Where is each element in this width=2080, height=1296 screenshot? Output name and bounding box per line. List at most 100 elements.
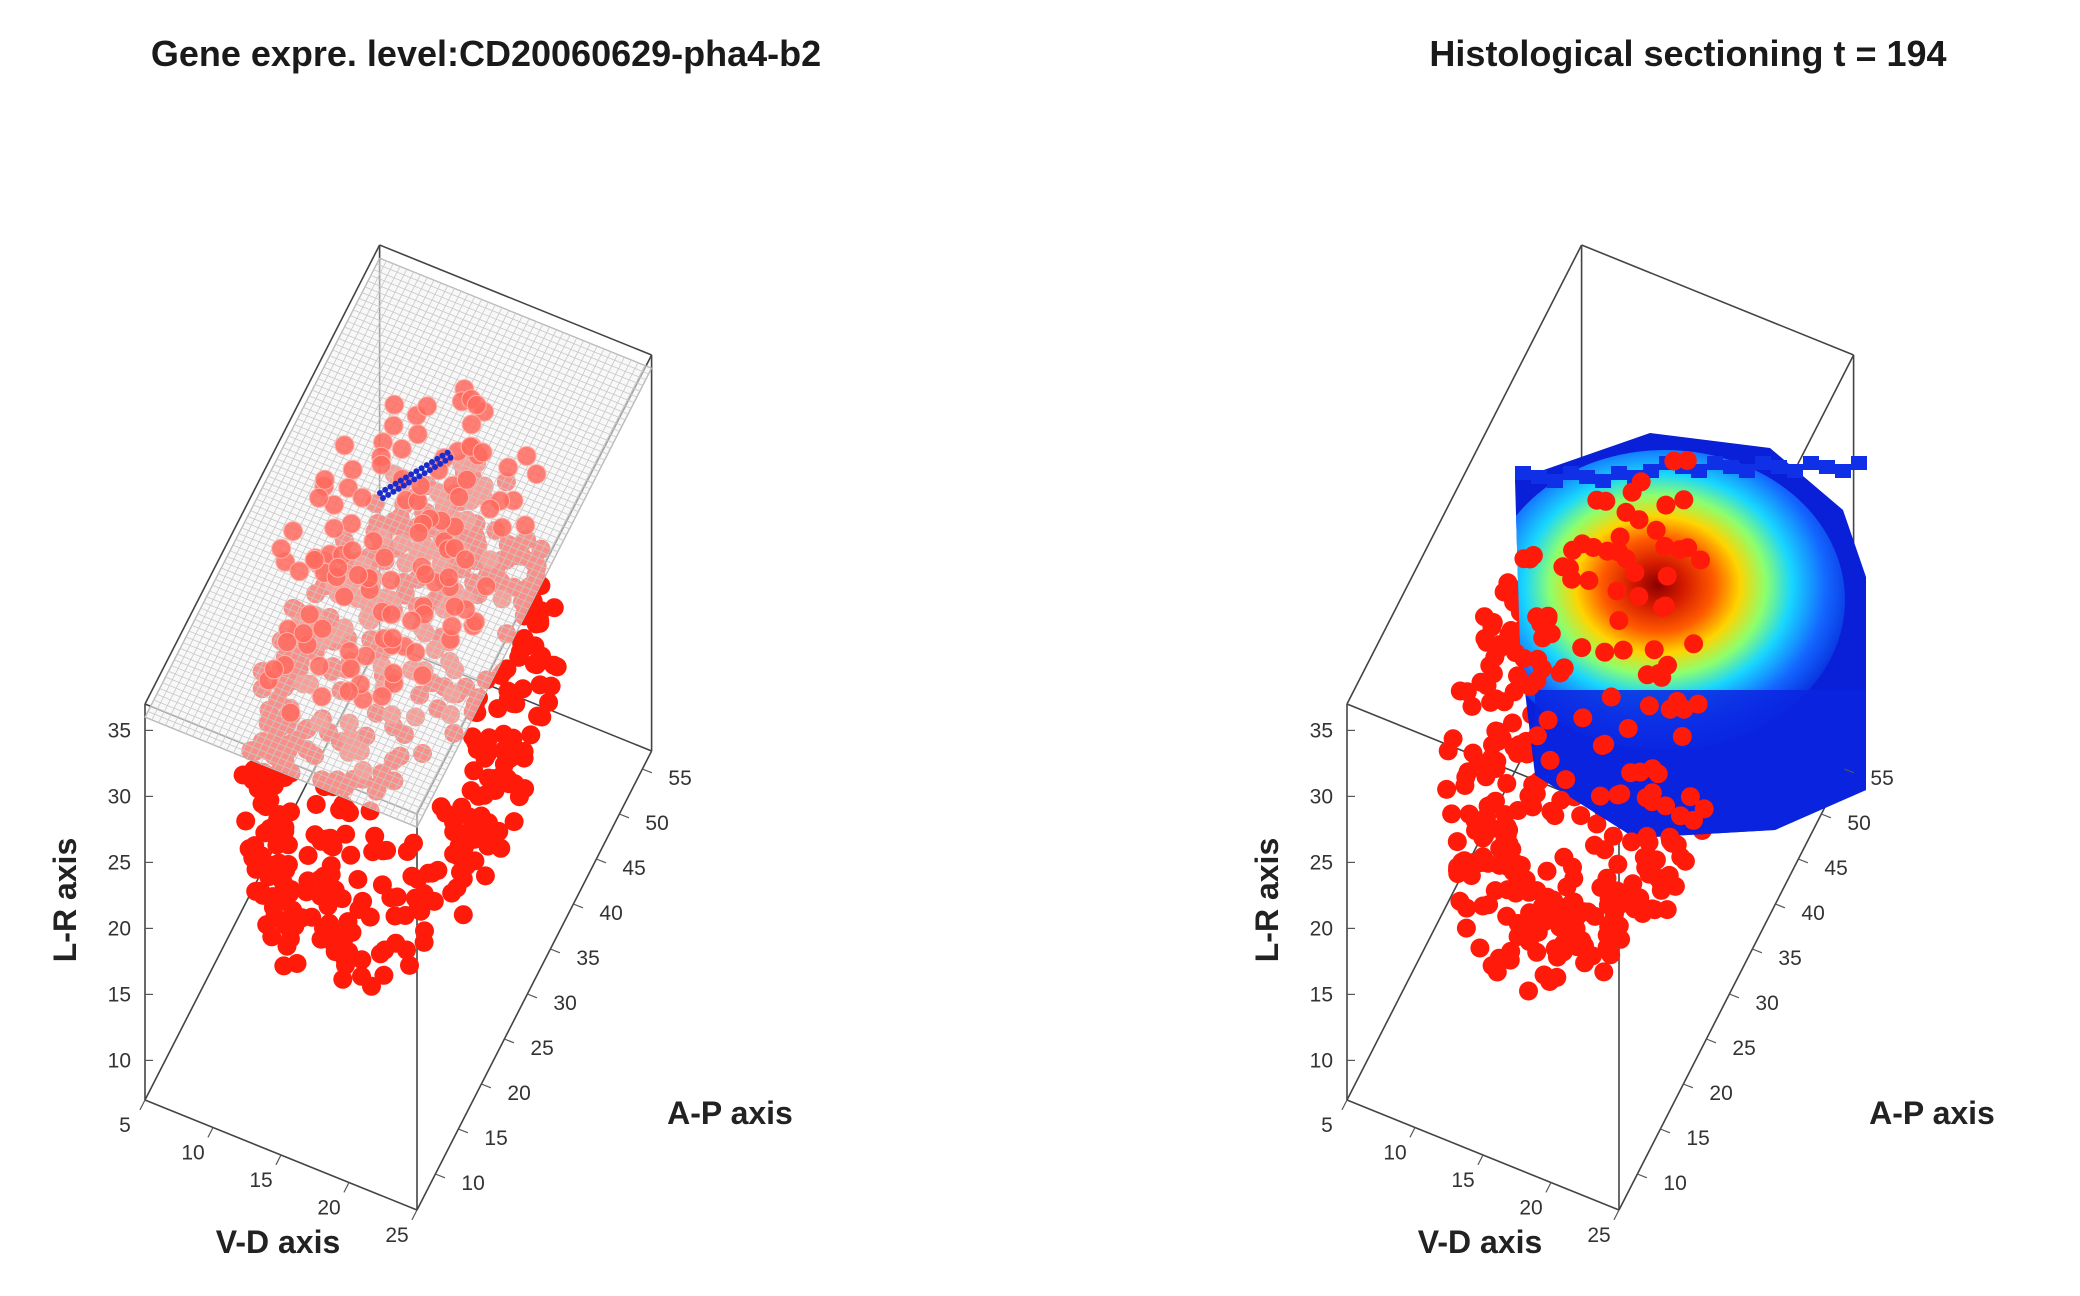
cell-point	[341, 845, 361, 865]
y-tick-label: 20	[507, 1082, 530, 1105]
y-tick-label: 50	[1847, 812, 1870, 835]
cell-point	[283, 521, 304, 542]
cell-point	[1556, 770, 1576, 790]
highlight-cell	[423, 462, 430, 469]
plane-gridline	[221, 567, 494, 679]
section-plane	[144, 257, 653, 828]
cell-point	[1516, 870, 1536, 890]
cell-point	[1658, 655, 1677, 675]
plane-gridline	[358, 297, 632, 409]
cell-point	[1505, 643, 1525, 663]
x-tick-mark	[1477, 1154, 1484, 1166]
cell-point	[515, 515, 536, 536]
highlight-cell	[390, 488, 397, 495]
cell-point	[1587, 490, 1607, 510]
box-edge	[1581, 244, 1854, 356]
y-tick-mark	[1844, 768, 1855, 774]
cell-point	[1656, 495, 1676, 515]
cell-point	[324, 518, 345, 539]
plane-gridline	[162, 682, 435, 794]
plane-gridline	[159, 688, 432, 799]
y-tick-label: 20	[1709, 1082, 1732, 1105]
cell-point	[340, 658, 361, 679]
cell-point	[338, 912, 358, 932]
cell-point	[1528, 649, 1548, 669]
cell-point	[386, 933, 406, 953]
cell-point	[1664, 451, 1684, 471]
cell-point	[461, 781, 481, 801]
cell-point	[277, 632, 298, 653]
cell-point	[264, 659, 284, 680]
y-tick-mark	[1821, 813, 1832, 819]
cell-point	[353, 891, 373, 911]
plane-gridline	[168, 670, 441, 782]
cell-point	[1630, 888, 1650, 908]
cell-point	[1483, 613, 1503, 632]
cell-point	[308, 487, 329, 508]
y-tick-label: 40	[599, 902, 622, 925]
cell-point	[1684, 634, 1704, 654]
cell-point	[312, 618, 333, 639]
cell-point	[1607, 581, 1627, 601]
cell-point	[1447, 832, 1467, 852]
cell-point	[252, 846, 272, 866]
plane-gridline	[370, 275, 643, 386]
highlight-cell	[418, 465, 425, 472]
cell-point	[1456, 767, 1476, 787]
cell-point	[278, 855, 298, 874]
cell-point	[1497, 906, 1517, 926]
x-tick-mark	[1341, 1099, 1348, 1111]
cell-point	[1590, 786, 1610, 806]
cell-point	[1545, 904, 1565, 924]
cell-point	[355, 646, 376, 666]
cell-point	[424, 891, 444, 911]
z-tick-label: 30	[1310, 785, 1333, 808]
cell-point	[1583, 538, 1603, 557]
cell-point	[1625, 563, 1645, 583]
y-tick-mark	[481, 1083, 492, 1089]
cell-point	[1563, 857, 1582, 877]
y-tick-label: 45	[1824, 857, 1847, 880]
highlight-cell	[392, 480, 399, 487]
highlight-cell	[408, 471, 415, 478]
cell-point	[397, 842, 417, 861]
cell-point	[1540, 750, 1560, 770]
cell-point	[280, 929, 300, 949]
cell-point	[1657, 566, 1677, 586]
plane-gridline	[200, 607, 473, 719]
cell-point	[1456, 918, 1476, 938]
cell-point	[314, 469, 335, 490]
cell-point	[1557, 877, 1577, 897]
plane-gridline	[171, 665, 444, 776]
z-tick-label: 15	[1310, 983, 1333, 1006]
plane-gridline	[191, 625, 465, 736]
z-tick-label: 30	[108, 785, 131, 808]
cell-point	[1680, 787, 1700, 807]
x-tick-mark	[343, 1182, 350, 1193]
highlight-cell	[385, 491, 392, 498]
cell-point	[298, 871, 318, 891]
y-tick-label: 15	[1686, 1127, 1709, 1150]
plane-gridline	[329, 355, 602, 467]
cell-point	[332, 889, 352, 909]
cell-point	[244, 760, 264, 780]
plane-gridline	[320, 372, 594, 484]
z-tick-label: 35	[1310, 719, 1333, 742]
cell-point	[498, 689, 518, 709]
cell-point	[1579, 571, 1599, 590]
cell-point	[1639, 696, 1659, 716]
cell-point	[1534, 965, 1554, 985]
cell-point	[401, 610, 422, 631]
cell-point	[1601, 687, 1621, 707]
cell-point	[1629, 587, 1649, 606]
cell-point	[453, 905, 473, 925]
cell-point	[417, 396, 438, 417]
cell-point	[1553, 557, 1573, 577]
slab-voxel	[1611, 466, 1627, 480]
cell-point	[1672, 727, 1692, 746]
cell-point	[339, 641, 360, 662]
cell-point	[1608, 854, 1628, 874]
cell-point	[1550, 663, 1570, 683]
plane-gridline	[323, 366, 597, 478]
y-tick-label: 35	[1778, 947, 1801, 970]
